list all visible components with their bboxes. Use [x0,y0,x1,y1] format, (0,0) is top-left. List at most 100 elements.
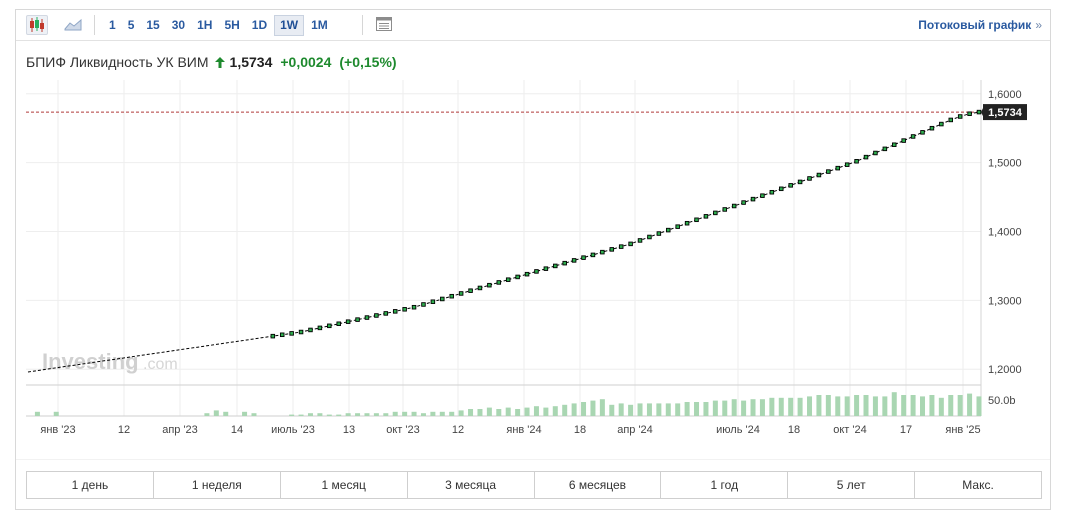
candlestick-icon[interactable] [26,15,48,35]
price-point [421,302,426,307]
volume-bar [496,409,502,416]
volume-bar [326,414,332,416]
range-5-years[interactable]: 5 лет [788,472,916,498]
range-1-year[interactable]: 1 год [661,472,789,498]
chart-toolbar: 1 5 15 30 1H 5H 1D 1W 1M Потоковый графи… [16,10,1050,41]
interval-5[interactable]: 5 [127,18,135,32]
price-point [637,238,643,243]
price-point [440,296,445,302]
volume-bar [929,395,935,416]
volume-bar [825,395,831,416]
interval-1m[interactable]: 1M [311,18,328,32]
volume-bar [223,411,229,416]
price-point [515,274,520,280]
area-chart-icon[interactable] [63,15,85,35]
price-point [524,271,530,277]
price-point [779,186,784,192]
interval-1d[interactable]: 1D [251,18,268,32]
interval-15[interactable]: 15 [146,18,160,32]
price-point [731,203,737,209]
price-point [863,154,869,160]
price-point [675,224,680,229]
volume-bar [345,413,351,416]
x-tick-label: июль '23 [271,424,315,436]
x-tick-label: 12 [118,424,130,436]
interval-1h[interactable]: 1H [197,18,213,32]
volume-bar [307,413,313,416]
y-tick-label: 1,3000 [988,295,1022,307]
volume-bar [731,399,737,416]
price-point [769,189,775,195]
volume-bar [675,403,681,416]
price-point [317,325,323,331]
streaming-chart-link[interactable]: Потоковый график» [918,18,1042,32]
price-chart[interactable]: Investing .com 1,60001,50001,40001,30001… [16,10,1050,460]
range-3-months[interactable]: 3 месяца [408,472,535,498]
volume-bar [637,403,643,416]
interval-5h[interactable]: 5H [224,18,240,32]
watermark-suffix: .com [143,356,178,373]
price-point [402,307,407,312]
volume-bar [533,406,539,416]
price-point [383,311,389,316]
volume-bar [797,397,803,416]
price-point [835,165,841,171]
range-1-month[interactable]: 1 месяц [281,472,408,498]
price-point [957,114,963,119]
volume-bar [976,396,982,416]
price-point [647,234,652,240]
volume-bar [552,406,558,416]
y-tick-label: 1,4000 [988,226,1022,238]
volume-bar [204,413,210,416]
price-point [590,252,596,258]
price-point [741,200,746,205]
range-6-months[interactable]: 6 месяцев [535,472,662,498]
x-tick-label: 14 [231,424,243,436]
volume-bar [53,411,59,416]
x-tick-label: янв '24 [506,424,541,436]
range-1-week[interactable]: 1 неделя [154,472,281,498]
volume-bar [524,407,530,416]
price-point [543,266,549,271]
interval-30[interactable]: 30 [171,18,186,32]
volume-bar [759,399,765,416]
volume-bar [251,413,257,416]
x-axis: янв '23 12 апр '23 14 июль '23 13 окт '23 12 янв… [40,424,980,436]
volume-bar [741,400,747,416]
toolbar-divider [362,15,363,35]
range-max[interactable]: Макс. [962,478,994,492]
volume-bar [769,397,775,416]
volume-bar [317,413,323,416]
interval-1w[interactable]: 1W [274,15,305,36]
price-point [920,130,925,135]
double-chevron-right-icon: » [1035,18,1042,32]
volume-bar [486,407,492,416]
price-point [345,319,351,324]
price-change-percent: (+0,15%) [339,54,397,70]
price-point [618,244,624,249]
range-1-day[interactable]: 1 день [27,472,154,498]
price-point [939,121,944,127]
y-tick-label: 1,2000 [988,364,1022,376]
watermark-brand: Investing [42,349,139,374]
volume-bar [703,402,709,416]
interval-1[interactable]: 1 [109,18,116,32]
volume-bar [590,400,596,416]
volume-bar [957,395,963,416]
x-tick-label: окт '24 [833,424,866,436]
volume-bar [684,402,690,416]
volume-bar [872,396,878,416]
volume-bar [835,396,841,416]
volume-bar [477,409,483,416]
price-point [392,309,398,314]
volume-bar [618,403,624,416]
volume-bar [562,404,568,416]
toolbar-divider [94,15,95,35]
price-point [534,269,539,274]
table-view-icon[interactable] [374,15,396,35]
volume-bar [468,409,474,416]
volume-bar [298,414,304,416]
volume-bar [628,404,634,416]
x-tick-label: июль '24 [716,424,760,436]
y-tick-label: 1,5000 [988,158,1022,170]
